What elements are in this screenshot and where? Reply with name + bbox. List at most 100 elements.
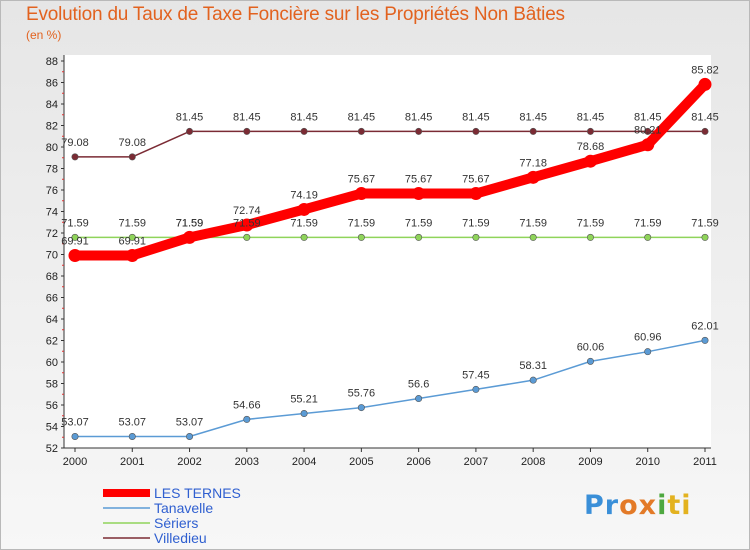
- y-tick-label: 54: [46, 422, 58, 434]
- x-tick-label: 2004: [292, 456, 316, 468]
- data-label-villedieu: 81.45: [634, 111, 662, 123]
- data-label-villedieu: 81.45: [519, 111, 547, 123]
- data-point-s-riers: [357, 233, 365, 241]
- data-point-tanavelle: [71, 432, 79, 440]
- y-tick-label: 76: [46, 185, 58, 197]
- x-tick-label: 2000: [63, 456, 87, 468]
- data-point-les-ternes: [641, 138, 655, 152]
- data-point-tanavelle: [644, 348, 652, 356]
- y-tick-label: 86: [46, 78, 58, 90]
- data-point-tanavelle: [186, 432, 194, 440]
- data-point-les-ternes: [240, 218, 254, 232]
- data-label-tanavelle: 57.45: [462, 369, 490, 381]
- data-point-villedieu: [357, 127, 365, 135]
- data-point-villedieu: [71, 153, 79, 161]
- data-point-s-riers: [243, 233, 251, 241]
- data-label-villedieu: 79.08: [119, 137, 147, 149]
- x-tick-label: 2008: [521, 456, 545, 468]
- y-tick-label: 66: [46, 293, 58, 305]
- data-point-s-riers: [701, 233, 709, 241]
- data-label-s-riers: 71.59: [348, 217, 376, 229]
- data-point-les-ternes: [354, 187, 368, 201]
- data-point-tanavelle: [128, 432, 136, 440]
- series-line-tanavelle: [74, 339, 706, 438]
- data-point-villedieu: [701, 127, 709, 135]
- data-label-tanavelle: 60.96: [634, 332, 662, 344]
- data-label-tanavelle: 56.6: [408, 379, 429, 391]
- data-label-les-ternes: 69.91: [119, 235, 147, 247]
- data-label-les-ternes: 74.19: [290, 189, 318, 201]
- data-point-villedieu: [128, 153, 136, 161]
- data-label-villedieu: 81.45: [577, 111, 605, 123]
- x-tick-label: 2009: [578, 456, 602, 468]
- data-label-s-riers: 71.59: [176, 217, 204, 229]
- data-label-les-ternes: 75.67: [405, 174, 433, 186]
- y-tick-label: 58: [46, 379, 58, 391]
- data-point-villedieu: [529, 127, 537, 135]
- data-point-tanavelle: [300, 409, 308, 417]
- data-label-tanavelle: 53.07: [119, 416, 147, 428]
- data-label-tanavelle: 62.01: [691, 320, 719, 332]
- data-label-tanavelle: 60.06: [577, 341, 605, 353]
- data-point-s-riers: [71, 233, 79, 241]
- data-point-villedieu: [644, 127, 652, 135]
- data-label-tanavelle: 53.07: [176, 416, 204, 428]
- data-label-s-riers: 71.59: [462, 217, 490, 229]
- data-label-tanavelle: 58.31: [519, 360, 547, 372]
- data-label-villedieu: 81.45: [176, 111, 204, 123]
- y-tick-label: 52: [46, 443, 58, 455]
- data-point-villedieu: [300, 127, 308, 135]
- data-point-s-riers: [472, 233, 480, 241]
- y-tick-label: 82: [46, 121, 58, 133]
- y-tick-label: 72: [46, 228, 58, 240]
- data-label-les-ternes: 85.82: [691, 64, 719, 76]
- data-label-villedieu: 79.08: [61, 137, 89, 149]
- data-point-s-riers: [300, 233, 308, 241]
- data-label-les-ternes: 71.59: [176, 217, 204, 229]
- data-label-villedieu: 81.45: [462, 111, 490, 123]
- data-point-s-riers: [586, 233, 594, 241]
- data-point-s-riers: [529, 233, 537, 241]
- series-line-les-ternes: [70, 79, 710, 261]
- data-point-tanavelle: [701, 336, 709, 344]
- data-point-villedieu: [415, 127, 423, 135]
- y-tick-label: 64: [46, 314, 58, 326]
- y-tick-label: 88: [46, 56, 58, 68]
- data-point-les-ternes: [469, 187, 483, 201]
- data-label-les-ternes: 75.67: [462, 174, 490, 186]
- data-label-les-ternes: 75.67: [348, 174, 376, 186]
- legend-label-s-riers: Sériers: [154, 515, 198, 531]
- data-label-s-riers: 71.59: [519, 217, 547, 229]
- y-tick-label: 60: [46, 357, 58, 369]
- data-label-villedieu: 81.45: [233, 111, 261, 123]
- y-tick-label: 62: [46, 336, 58, 348]
- data-label-villedieu: 81.45: [405, 111, 433, 123]
- y-tick-label: 78: [46, 164, 58, 176]
- data-point-villedieu: [243, 127, 251, 135]
- y-tick-label: 68: [46, 271, 58, 283]
- data-label-villedieu: 81.45: [691, 111, 719, 123]
- series-layer: [68, 77, 712, 440]
- data-label-les-ternes: 77.18: [519, 157, 547, 169]
- y-tick-label: 70: [46, 250, 58, 262]
- y-tick-label: 56: [46, 400, 58, 412]
- logo-letters: Pr: [584, 490, 620, 521]
- logo-letters: ti: [667, 490, 692, 521]
- chart-title: Evolution du Taux de Taxe Foncière sur l…: [26, 4, 565, 25]
- data-label-les-ternes: 69.91: [61, 235, 89, 247]
- x-tick-label: 2001: [120, 456, 144, 468]
- data-label-s-riers: 71.59: [577, 217, 605, 229]
- x-tick-label: 2006: [406, 456, 430, 468]
- y-tick-label: 80: [46, 142, 58, 154]
- axes: 52 54 56 58 60 62 64 66 68 70 72 74 76 78 80 82 84 86 88 20…: [46, 55, 717, 468]
- data-point-les-ternes: [583, 154, 597, 168]
- data-point-les-ternes: [297, 202, 311, 216]
- data-point-villedieu: [586, 127, 594, 135]
- data-point-s-riers: [128, 233, 136, 241]
- data-label-tanavelle: 53.07: [61, 416, 89, 428]
- data-point-tanavelle: [529, 376, 537, 384]
- legend-label-tanavelle: Tanavelle: [154, 500, 213, 516]
- y-tick-label: 74: [46, 207, 58, 219]
